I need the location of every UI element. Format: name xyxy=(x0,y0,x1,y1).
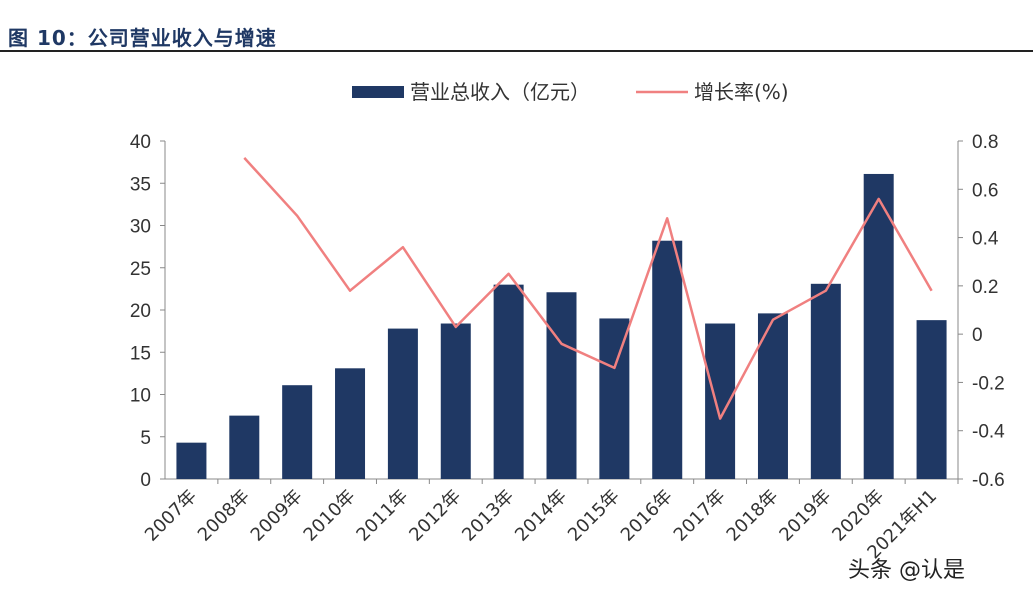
bar-2008年 xyxy=(229,415,260,479)
right-tick-label: -0.4 xyxy=(972,422,1005,443)
bar-2020年 xyxy=(863,173,894,479)
left-tick-label: 25 xyxy=(130,259,151,280)
bar-2011年 xyxy=(387,328,418,479)
title-rule xyxy=(0,50,1033,52)
bar-2013年 xyxy=(493,284,524,479)
right-tick-label: 0.2 xyxy=(972,277,998,298)
left-tick-label: 35 xyxy=(130,174,151,195)
right-tick-label: 0 xyxy=(972,325,983,346)
x-tick-label: 2011年 xyxy=(352,486,412,546)
watermark-text: 头条 @认是 xyxy=(848,558,965,583)
bar-series xyxy=(176,173,947,479)
left-tick-label: 30 xyxy=(130,217,151,238)
bar-2010年 xyxy=(335,368,366,479)
x-tick-label: 2007年 xyxy=(141,486,201,546)
left-tick-label: 5 xyxy=(140,428,151,449)
right-tick-label: 0.4 xyxy=(972,229,999,250)
x-tick-label: 2016年 xyxy=(617,486,677,546)
bar-2016年 xyxy=(652,240,683,479)
left-tick-label: 15 xyxy=(130,343,151,364)
x-tick-label: 2010年 xyxy=(300,486,360,546)
bar-2014年 xyxy=(546,292,577,479)
x-tick-label: 2015年 xyxy=(564,486,624,546)
x-tick-label: 2018年 xyxy=(723,486,783,546)
figure-title: 图 10：公司营业收入与增速 xyxy=(8,26,277,50)
x-tick-label: 2013年 xyxy=(458,486,518,546)
legend-swatch-revenue xyxy=(352,86,404,98)
bar-2019年 xyxy=(810,283,841,479)
bar-2007年 xyxy=(176,442,207,479)
line-series xyxy=(243,157,933,420)
left-tick-label: 40 xyxy=(130,132,151,153)
x-tick-label: 2009年 xyxy=(247,486,307,546)
x-axis-ticks: 2007年2008年2009年2010年2011年2012年2013年2014年… xyxy=(141,479,959,563)
left-tick-label: 0 xyxy=(140,470,151,491)
x-tick-label: 2008年 xyxy=(194,486,254,546)
right-tick-label: 0.6 xyxy=(972,180,998,201)
chart-axes: 0 5 10 15 20 25 30 35 40 -0.6 -0.4 -0.2 0 0.2 0.4 0.6 0.… xyxy=(130,132,1005,491)
growth-rate-line xyxy=(243,157,933,420)
bar-2009年 xyxy=(282,385,313,479)
left-tick-label: 20 xyxy=(130,301,151,322)
bar-2012年 xyxy=(440,323,471,479)
x-tick-label: 2012年 xyxy=(405,486,465,546)
bar-2015年 xyxy=(599,318,630,479)
x-tick-label: 2017年 xyxy=(670,486,730,546)
right-tick-label: 0.8 xyxy=(972,132,998,153)
legend-label-growth: 增长率(%) xyxy=(694,80,789,104)
bar-2021年H1 xyxy=(916,320,947,479)
x-tick-label: 2019年 xyxy=(775,486,835,546)
left-tick-label: 10 xyxy=(130,386,151,407)
x-tick-label: 2014年 xyxy=(511,486,571,546)
right-tick-label: -0.6 xyxy=(972,470,1005,491)
legend-label-revenue: 营业总收入（亿元） xyxy=(410,80,590,104)
chart-legend: 营业总收入（亿元） 增长率(%) xyxy=(352,80,789,104)
right-tick-label: -0.2 xyxy=(972,373,1005,394)
